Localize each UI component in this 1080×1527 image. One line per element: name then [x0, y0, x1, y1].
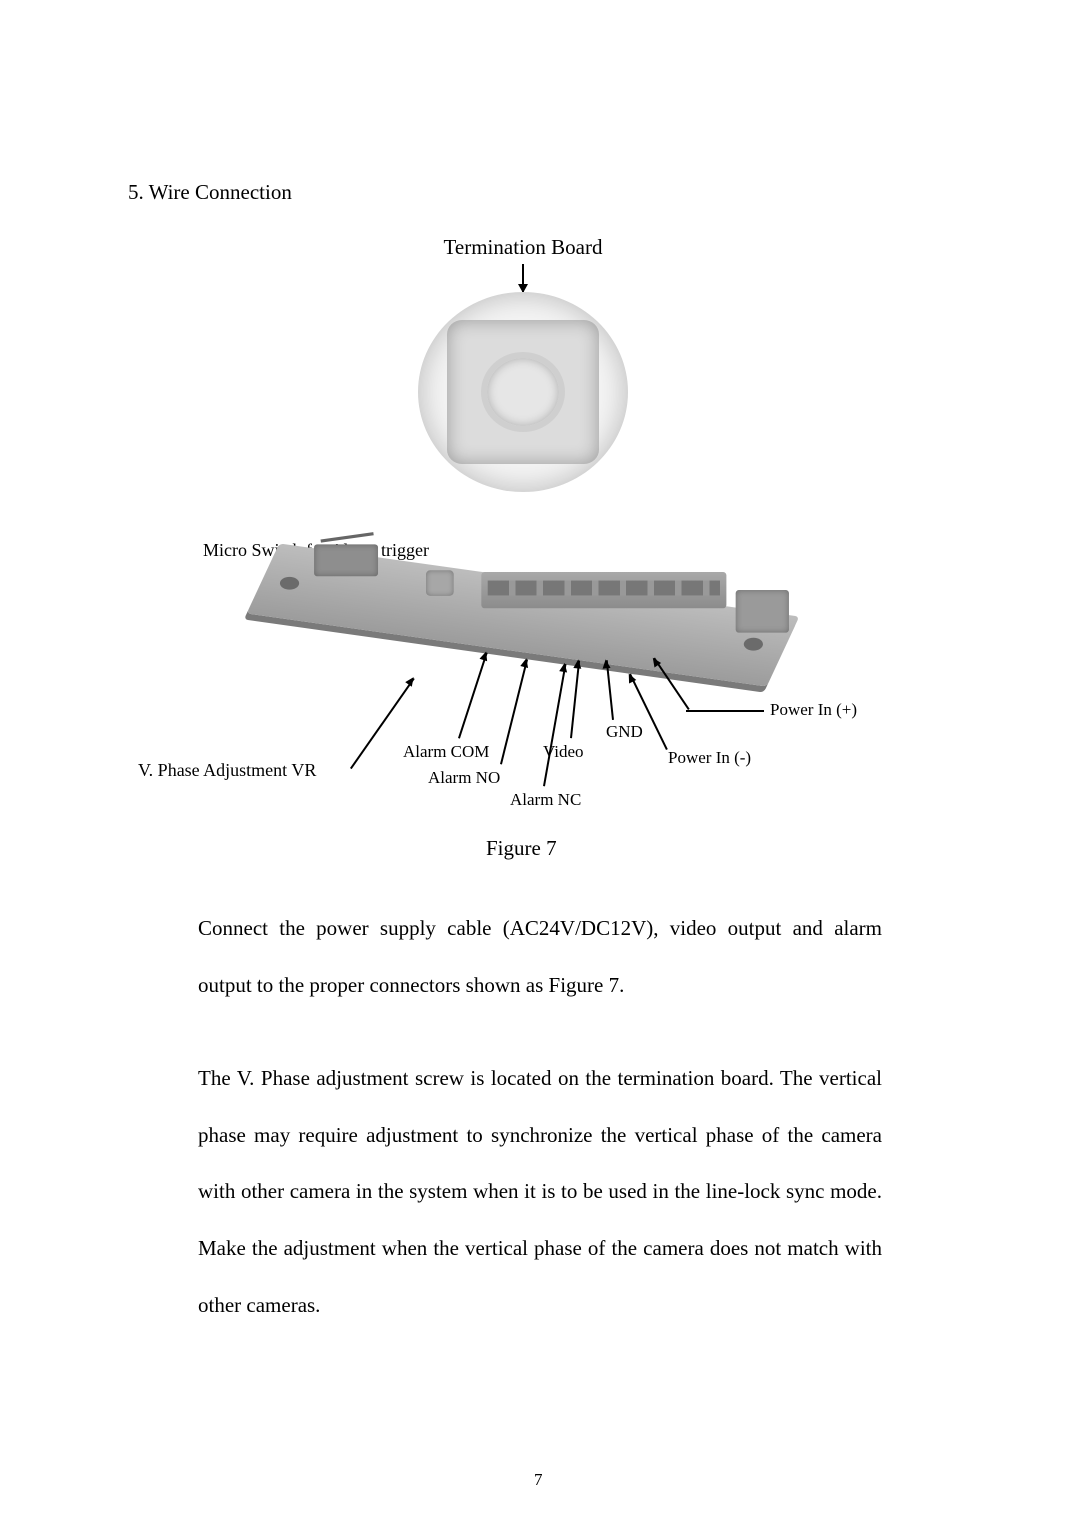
board-core-ring [481, 352, 565, 432]
gnd-label: GND [606, 722, 643, 742]
figure-caption: Figure 7 [486, 836, 557, 861]
alarm-com-leader [458, 652, 487, 738]
power-in-pos-hline [686, 710, 764, 712]
video-leader [570, 660, 580, 738]
page-content: 5. Wire Connection Termination Board Mic… [128, 180, 952, 205]
power-in-pos-label: Power In (+) [770, 700, 857, 720]
pcb-mount-hole [280, 577, 299, 590]
alarm-nc-label: Alarm NC [510, 790, 581, 810]
termination-board-illustration [418, 292, 628, 492]
video-label: Video [543, 742, 584, 762]
pcb-micro-switch [314, 544, 378, 576]
body-paragraph-2: The V. Phase adjustment screw is located… [198, 1050, 882, 1333]
alarm-no-leader [500, 659, 528, 764]
alarm-nc-leader [543, 664, 566, 786]
termination-board-label: Termination Board [413, 235, 633, 260]
pcb-terminal-block [481, 572, 726, 608]
alarm-com-label: Alarm COM [403, 742, 489, 762]
pcb-illustration [263, 580, 783, 650]
pcb-potentiometer [426, 570, 454, 596]
pcb-mount-hole [744, 638, 763, 651]
gnd-leader [606, 660, 614, 720]
alarm-no-label: Alarm NO [428, 768, 500, 788]
section-heading: 5. Wire Connection [128, 180, 952, 205]
termination-board-arrow [522, 264, 524, 292]
pcb-power-block [736, 590, 789, 633]
power-in-neg-label: Power In (-) [668, 748, 751, 768]
body-paragraph-1: Connect the power supply cable (AC24V/DC… [198, 900, 882, 1013]
page-number: 7 [534, 1470, 543, 1490]
vphase-label: V. Phase Adjustment VR [138, 760, 316, 781]
